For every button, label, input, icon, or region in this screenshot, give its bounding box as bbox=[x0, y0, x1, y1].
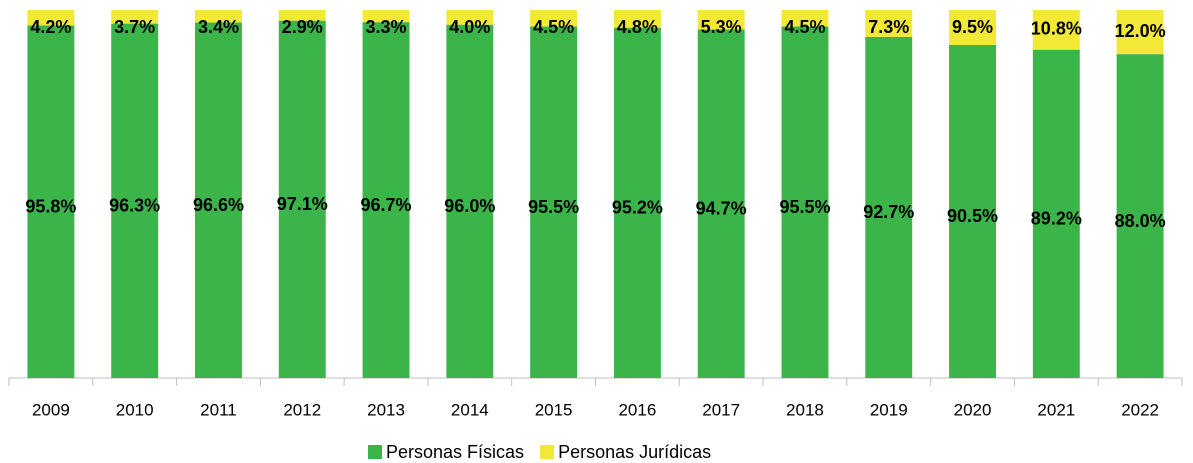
data-label: 89.2% bbox=[1031, 209, 1082, 229]
x-tick-label: 2016 bbox=[618, 400, 656, 419]
x-tick-label: 2011 bbox=[200, 400, 237, 419]
bar-segment bbox=[865, 36, 913, 378]
data-label: 95.5% bbox=[528, 197, 579, 217]
x-tick-label: 2012 bbox=[283, 400, 321, 419]
legend-label: Personas Físicas bbox=[386, 442, 524, 462]
data-label: 90.5% bbox=[947, 206, 998, 226]
data-label: 5.3% bbox=[701, 17, 742, 37]
x-tick-label: 2020 bbox=[954, 400, 992, 419]
bar-segment bbox=[1116, 10, 1164, 55]
bar-segment bbox=[446, 24, 494, 378]
bar-segment bbox=[27, 10, 75, 26]
x-tick-label: 2009 bbox=[32, 400, 70, 419]
x-tick-label: 2013 bbox=[367, 400, 405, 419]
data-label: 96.0% bbox=[444, 196, 495, 216]
x-tick-label: 2017 bbox=[702, 400, 740, 419]
data-label: 4.8% bbox=[617, 17, 658, 37]
data-label: 96.3% bbox=[109, 196, 160, 216]
bar-segment bbox=[530, 26, 578, 379]
bar-segment bbox=[949, 10, 996, 45]
data-label: 7.3% bbox=[868, 17, 909, 37]
data-label: 4.2% bbox=[30, 17, 71, 37]
x-tick-label: 2022 bbox=[1121, 400, 1159, 419]
x-tick-label: 2018 bbox=[786, 400, 824, 419]
x-tick-label: 2010 bbox=[116, 400, 154, 419]
data-label: 96.7% bbox=[361, 195, 412, 215]
bar-segment bbox=[195, 10, 242, 23]
bar-segment bbox=[362, 22, 410, 378]
bar-segment bbox=[781, 10, 829, 27]
data-label: 10.8% bbox=[1031, 19, 1082, 39]
bar-segment bbox=[27, 25, 75, 379]
data-label: 3.7% bbox=[114, 17, 155, 37]
data-label: 4.0% bbox=[449, 17, 490, 37]
bar-segment bbox=[111, 23, 159, 379]
bar-segment bbox=[697, 29, 745, 379]
bar-segment bbox=[111, 10, 159, 24]
bar-segment bbox=[1116, 54, 1164, 378]
x-tick-label: 2019 bbox=[870, 400, 908, 419]
bar-segment bbox=[195, 22, 242, 379]
data-label: 95.5% bbox=[779, 197, 830, 217]
bar-segment bbox=[865, 10, 913, 37]
data-label: 9.5% bbox=[952, 17, 993, 37]
bar-segment bbox=[781, 26, 829, 379]
legend-swatch bbox=[540, 445, 555, 459]
bar-segment bbox=[613, 10, 661, 28]
bar-segment bbox=[446, 10, 494, 25]
data-label: 3.4% bbox=[198, 17, 239, 37]
data-label: 2.9% bbox=[282, 17, 323, 37]
data-label: 96.6% bbox=[193, 195, 244, 215]
data-label: 12.0% bbox=[1115, 21, 1166, 41]
bar-segment bbox=[530, 10, 578, 27]
data-label: 92.7% bbox=[863, 202, 914, 222]
x-tick-label: 2021 bbox=[1037, 400, 1075, 419]
data-label: 97.1% bbox=[277, 194, 328, 214]
data-label: 88.0% bbox=[1115, 211, 1166, 231]
bar-segment bbox=[949, 44, 996, 379]
data-label: 95.2% bbox=[612, 198, 663, 218]
data-label: 95.8% bbox=[25, 196, 76, 216]
data-label: 94.7% bbox=[696, 199, 747, 219]
bar-segment bbox=[278, 10, 326, 21]
legend-swatch bbox=[368, 445, 382, 459]
bar-segment bbox=[613, 27, 661, 378]
data-label: 3.3% bbox=[366, 17, 407, 37]
bar-segment bbox=[278, 20, 326, 379]
data-label: 4.5% bbox=[784, 17, 825, 37]
bar-segment bbox=[1032, 49, 1080, 379]
legend-label: Personas Jurídicas bbox=[558, 442, 711, 462]
bar-segment bbox=[362, 10, 410, 23]
bar-segment bbox=[1032, 10, 1080, 50]
x-tick-label: 2015 bbox=[535, 400, 573, 419]
x-tick-label: 2014 bbox=[451, 400, 489, 419]
bar-segment bbox=[697, 10, 745, 30]
data-label: 4.5% bbox=[533, 17, 574, 37]
